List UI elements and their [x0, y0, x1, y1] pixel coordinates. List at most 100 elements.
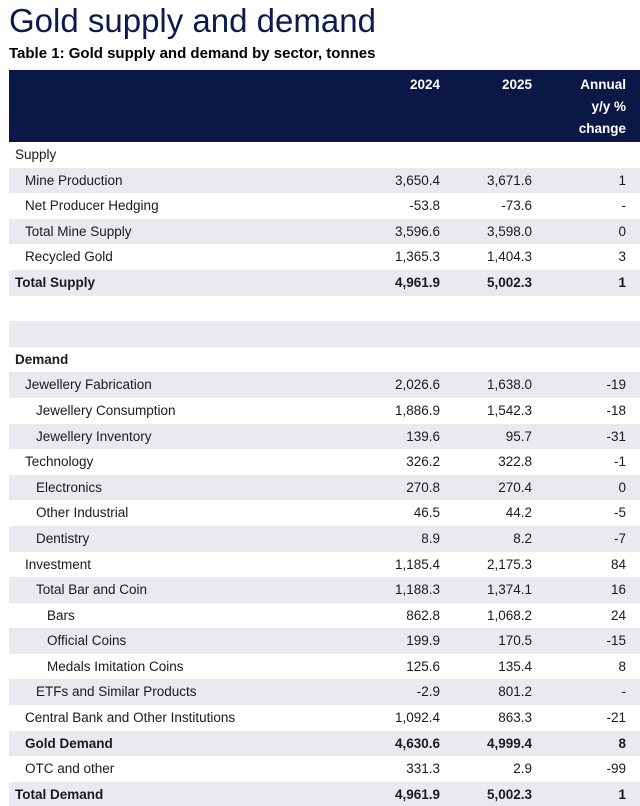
column-header-change-line3: change — [578, 121, 626, 136]
cell-2025: 135.4 — [498, 658, 532, 674]
column-header-change-line2: y/y % — [591, 99, 626, 114]
column-header-2024: 2024 — [409, 77, 440, 92]
cell-2025: 2,175.3 — [486, 556, 532, 572]
table-row: Jewellery Fabrication 2,026.6 1,638.0 -19 — [9, 372, 640, 398]
row-label: Mine Production — [25, 172, 123, 188]
row-label: Total Demand — [15, 786, 104, 802]
cell-change: -1 — [613, 454, 626, 470]
cell-2024: 1,092.4 — [394, 710, 440, 726]
table-row: Jewellery Consumption 1,886.9 1,542.3 -18 — [9, 398, 640, 424]
cell-2024: 1,188.3 — [394, 582, 440, 598]
cell-2025: 5,002.3 — [486, 786, 532, 802]
cell-change: 1 — [618, 172, 626, 188]
cell-2025: 863.3 — [498, 710, 532, 726]
cell-2025: 1,542.3 — [486, 402, 532, 418]
cell-2025: 1,374.1 — [486, 582, 532, 598]
row-label: Supply — [15, 147, 57, 162]
cell-2024: 125.6 — [406, 658, 440, 674]
cell-2024: 3,650.4 — [394, 172, 440, 188]
cell-2025: -73.6 — [501, 198, 532, 214]
row-label: Recycled Gold — [25, 249, 113, 265]
cell-2025: 4,999.4 — [486, 735, 532, 751]
cell-2025: 2.9 — [513, 761, 532, 777]
cell-2025: 3,671.6 — [486, 172, 532, 188]
table-caption: Table 1: Gold supply and demand by secto… — [9, 45, 376, 62]
cell-change: 0 — [618, 479, 626, 495]
column-header-change: Annual y/y % change — [546, 74, 626, 140]
cell-change: 1 — [618, 786, 626, 802]
row-label: Demand — [15, 351, 69, 367]
cell-2024: 331.3 — [406, 761, 440, 777]
cell-change: - — [621, 198, 627, 214]
table-row: Recycled Gold 1,365.3 1,404.3 3 — [9, 244, 640, 270]
row-label: Official Coins — [47, 633, 127, 649]
cell-2024: 1,886.9 — [394, 402, 440, 418]
row-label: Other Industrial — [36, 505, 129, 521]
table-row: Supply — [9, 142, 640, 168]
cell-change: -5 — [613, 505, 626, 521]
cell-change: -7 — [613, 530, 626, 546]
cell-2025: 8.2 — [513, 530, 532, 546]
cell-2024: 4,961.9 — [394, 786, 440, 802]
cell-2025: 1,404.3 — [486, 249, 532, 265]
cell-change: 84 — [610, 556, 626, 572]
table-row: Total Bar and Coin 1,188.3 1,374.1 16 — [9, 577, 640, 603]
row-label: OTC and other — [25, 761, 115, 777]
cell-2025: 801.2 — [498, 684, 532, 700]
table-row: Central Bank and Other Institutions 1,092… — [9, 705, 640, 731]
cell-2025: 3,598.0 — [486, 223, 532, 239]
table-row: Total Supply 4,961.9 5,002.3 1 — [9, 269, 640, 296]
table-row: Demand — [9, 347, 640, 373]
table-row: Bars 862.8 1,068.2 24 — [9, 603, 640, 629]
table-body: Supply Mine Production 3,650.4 3,671.6 1 Net … — [9, 142, 640, 806]
table-row: Dentistry 8.9 8.2 -7 — [9, 525, 640, 552]
cell-2025: 44.2 — [505, 505, 532, 521]
cell-change: -99 — [606, 761, 626, 777]
row-label: Central Bank and Other Institutions — [25, 710, 236, 726]
cell-2025: 322.8 — [498, 454, 532, 470]
row-label: ETFs and Similar Products — [36, 684, 197, 700]
cell-change: -18 — [606, 402, 626, 418]
cell-2024: 46.5 — [413, 505, 440, 521]
cell-2024: 270.8 — [406, 479, 440, 495]
cell-change: -15 — [606, 633, 626, 649]
table-row: Net Producer Hedging -53.8 -73.6 - — [9, 193, 640, 219]
cell-2024: 1,365.3 — [394, 249, 440, 265]
row-label: Investment — [25, 556, 92, 572]
row-label: Jewellery Consumption — [36, 402, 176, 418]
cell-2024: 862.8 — [406, 607, 440, 623]
table-row: Other Industrial 46.5 44.2 -5 — [9, 500, 640, 526]
cell-change: - — [621, 684, 627, 700]
table-row: Technology 326.2 322.8 -1 — [9, 449, 640, 475]
table-row: OTC and other 331.3 2.9 -99 — [9, 756, 640, 782]
cell-2025: 1,068.2 — [486, 607, 532, 623]
cell-2025: 95.7 — [505, 428, 532, 444]
cell-change: 24 — [610, 607, 626, 623]
table-row: Investment 1,185.4 2,175.3 84 — [9, 552, 640, 578]
cell-2024: 8.9 — [421, 530, 440, 546]
cell-change: -19 — [606, 377, 626, 393]
cell-2024: -2.9 — [416, 684, 440, 700]
table-row: Electronics 270.8 270.4 0 — [9, 474, 640, 501]
cell-change: 1 — [618, 274, 626, 290]
row-label: Jewellery Inventory — [36, 428, 152, 444]
cell-change: 0 — [618, 223, 626, 239]
table-row: Medals Imitation Coins 125.6 135.4 8 — [9, 654, 640, 680]
cell-2024: 4,630.6 — [394, 735, 440, 751]
page-title: Gold supply and demand — [9, 2, 376, 39]
table-row: Official Coins 199.9 170.5 -15 — [9, 628, 640, 654]
cell-2025: 5,002.3 — [486, 274, 532, 290]
cell-2024: 199.9 — [406, 633, 440, 649]
table-header: 2024 2025 Annual y/y % change — [9, 70, 640, 142]
row-label: Medals Imitation Coins — [47, 658, 184, 674]
table-row — [9, 296, 640, 322]
row-label: Bars — [47, 607, 75, 623]
row-label: Gold Demand — [25, 735, 113, 751]
table-row: Total Demand 4,961.9 5,002.3 1 — [9, 781, 640, 806]
cell-change: -21 — [606, 710, 626, 726]
cell-2025: 270.4 — [498, 479, 532, 495]
table-row: Total Mine Supply 3,596.6 3,598.0 0 — [9, 218, 640, 245]
table-row: ETFs and Similar Products -2.9 801.2 - — [9, 679, 640, 706]
row-label: Electronics — [36, 479, 103, 495]
